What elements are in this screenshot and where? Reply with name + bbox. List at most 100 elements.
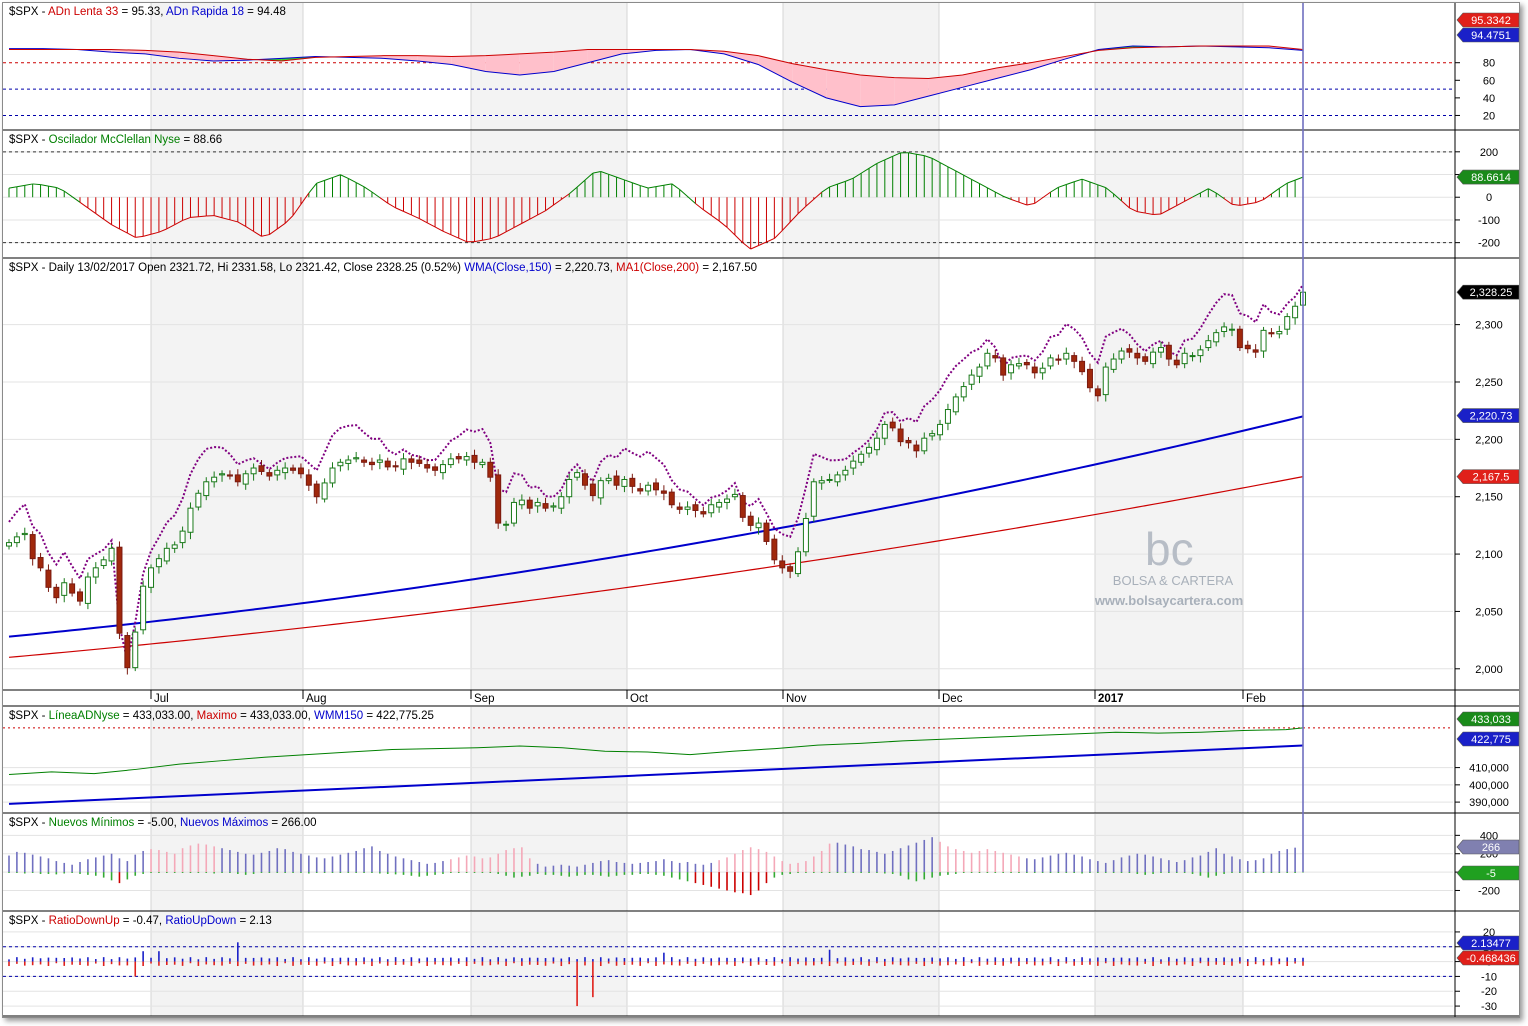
candle-body — [787, 566, 794, 572]
fill-bearish — [519, 52, 554, 76]
oscillator-line — [214, 215, 223, 219]
y-tick-label: 2,050 — [1475, 606, 1503, 618]
oscillator-line — [119, 228, 128, 234]
oscillator-line — [773, 230, 783, 239]
candle-body — [479, 461, 486, 466]
oscillator-line — [781, 221, 791, 231]
oscillator-line — [1042, 191, 1051, 199]
value-flag: -0.468436 — [1456, 950, 1519, 966]
value-flag: 422,775 — [1456, 731, 1519, 747]
oscillator-line — [947, 166, 957, 172]
oscillator-line — [1074, 178, 1083, 183]
title-part: = 88.66 — [180, 134, 222, 146]
candle-body — [526, 499, 533, 509]
candle-body — [69, 583, 76, 594]
title-part: = 2.13 — [236, 915, 272, 927]
oscillator-line — [995, 191, 1004, 197]
candle-body — [282, 467, 289, 474]
oscillator-line — [300, 192, 310, 205]
oscillator-line — [16, 184, 25, 188]
oscillator-line — [8, 186, 17, 189]
candle-body — [944, 409, 951, 424]
oscillator-line — [537, 210, 546, 216]
shade-band — [471, 131, 627, 258]
candle-body — [495, 474, 502, 524]
candle-body — [124, 635, 131, 669]
envelope-line — [8, 284, 1304, 661]
oscillator-line — [979, 183, 988, 189]
candle-body — [952, 396, 959, 413]
oscillator-line — [395, 207, 404, 212]
month-label: Aug — [306, 693, 326, 705]
oscillator-line — [687, 196, 696, 204]
oscillator-line — [1192, 192, 1201, 198]
candle-body — [960, 386, 967, 398]
oscillator-line — [1287, 179, 1296, 184]
candle-body — [1142, 356, 1149, 362]
value-flag-bg — [1456, 169, 1519, 185]
candle-body — [77, 591, 84, 602]
oscillator-line — [1010, 198, 1020, 203]
value-flag-bg — [1456, 27, 1519, 43]
oscillator-line — [845, 177, 854, 182]
candle-body — [810, 481, 817, 517]
value-flag-bg — [1456, 935, 1519, 951]
oscillator-line — [1097, 184, 1106, 189]
oscillator-line — [640, 185, 649, 189]
oscillator-line — [458, 237, 467, 243]
candle-body — [242, 473, 249, 485]
value-flag: 88.6614 — [1456, 169, 1519, 185]
candle-body — [1150, 351, 1157, 365]
panel-new-highs-lows: 400 200 0 -200 $SPX - Nuevos Mínimos = -5.00… — [3, 3, 1519, 912]
value-flag: 2.13477 — [1456, 935, 1519, 951]
fill-bearish — [928, 75, 963, 97]
oscillator-line — [924, 155, 933, 159]
value-flag-bg — [1456, 731, 1519, 747]
candle-body — [700, 511, 707, 515]
candle-body — [802, 518, 809, 553]
oscillator-line — [1018, 201, 1028, 206]
value-flag: 2,328.25 — [1456, 284, 1519, 300]
oscillator-line — [403, 210, 412, 216]
y-tick-label: -200 — [1478, 238, 1500, 250]
candle-body — [692, 504, 699, 511]
shade-band — [1095, 259, 1243, 690]
candle-body — [132, 631, 139, 669]
candle-body — [653, 482, 659, 491]
candle-body — [866, 446, 873, 454]
oscillator-line — [308, 182, 318, 194]
panel-title: $SPX - LíneaADNyse = 433,033.00, Maximo … — [9, 710, 434, 722]
y-tick-label: 0 — [1486, 192, 1492, 204]
candle-body — [613, 475, 620, 486]
candle-body — [61, 582, 68, 596]
candle-body — [1284, 316, 1291, 330]
title-part: = 95.33, — [118, 6, 166, 18]
y-tick-label: -10 — [1481, 971, 1497, 983]
candle-body — [368, 461, 375, 466]
title-part: LíneaADNyse — [49, 710, 120, 722]
y-tick-label: 400 — [1480, 830, 1498, 842]
oscillator-line — [95, 213, 104, 220]
shade-band — [783, 707, 939, 813]
oscillator-line — [340, 174, 349, 179]
title-part: = 2,220.73, — [552, 262, 616, 274]
oscillator-line — [655, 184, 664, 188]
candle-body — [447, 458, 454, 466]
oscillator-line — [529, 214, 538, 220]
oscillator-line — [143, 233, 152, 237]
candle-body — [1228, 328, 1235, 331]
panel-ad-oscillator: 20 40 60 80 $SPX - ADn Lenta 33 = 95.33, ADn… — [3, 3, 1519, 131]
line-ma200 — [8, 476, 1304, 658]
candle-body — [1173, 359, 1180, 366]
oscillator-line — [229, 219, 238, 223]
oscillator-line — [1208, 188, 1217, 194]
candle-body — [274, 469, 281, 476]
value-flag-label: 88.6614 — [1471, 172, 1511, 184]
month-label: Sep — [474, 693, 494, 705]
oscillator-line — [1105, 187, 1114, 195]
oscillator-line — [87, 207, 97, 214]
oscillator-line — [1034, 197, 1043, 204]
oscillator-line — [71, 196, 81, 203]
candle-body — [771, 538, 778, 561]
candle-body — [13, 536, 20, 544]
